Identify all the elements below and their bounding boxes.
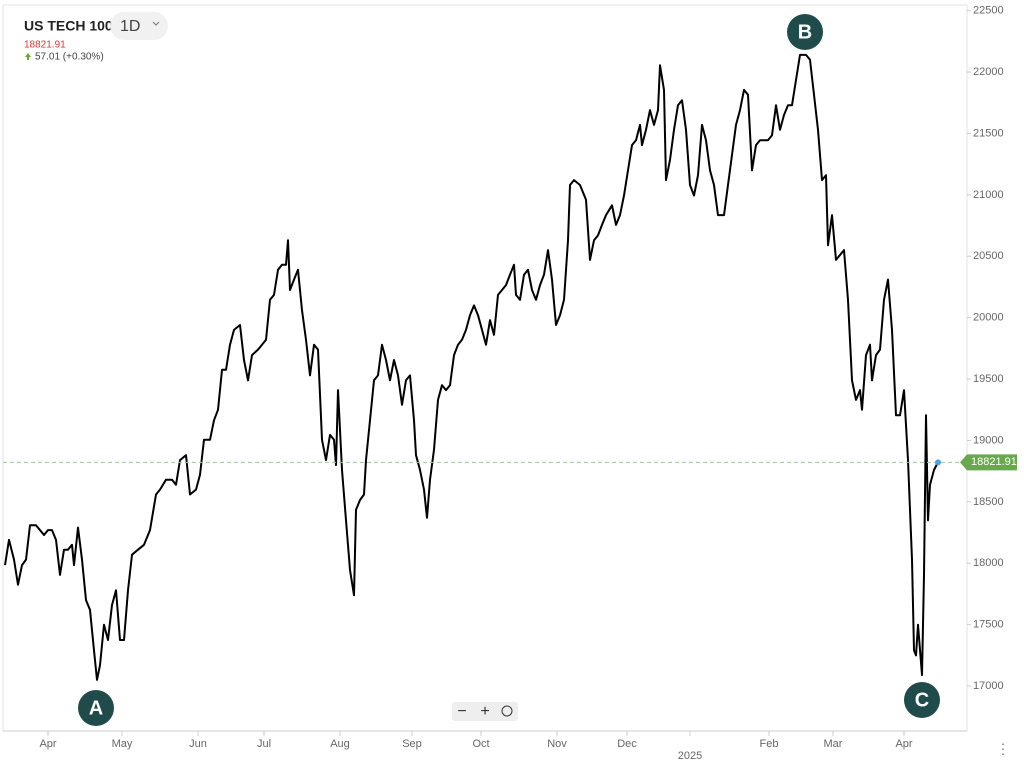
last-point (935, 459, 941, 466)
annotation-marker (904, 682, 940, 718)
zoom-bar (452, 702, 518, 721)
price-line (4, 53, 939, 681)
x-tick-label: 2025 (678, 750, 702, 762)
annotation-label: B (798, 21, 812, 43)
price-tag-label: 18821.91 (971, 456, 1017, 468)
y-tick-label: 20500 (973, 250, 1004, 262)
y-tick-label: 17500 (973, 619, 1004, 631)
x-tick-label: May (112, 738, 133, 750)
y-tick-label: 21500 (973, 127, 1004, 139)
x-tick-label: Oct (472, 738, 489, 750)
zoom-reset[interactable] (501, 705, 513, 717)
y-tick-label: 19500 (973, 373, 1004, 385)
x-tick-label: Jul (257, 738, 271, 750)
up-arrow (25, 53, 31, 60)
annotation-label: A (89, 697, 103, 719)
plot-area (2, 4, 968, 732)
last-price: 18821.91 (24, 40, 66, 51)
interval[interactable]: 1D (120, 18, 140, 35)
x-tick-label: Sep (402, 738, 422, 750)
x-tick-label: Dec (617, 738, 637, 750)
zoom-controls: − + (452, 702, 518, 721)
annotation-marker (787, 14, 823, 50)
y-tick-label: 20000 (973, 312, 1004, 324)
price-change: 57.01 (+0.30%) (35, 52, 104, 63)
x-tick-label: Aug (330, 738, 350, 750)
x-tick-label: Apr (39, 738, 56, 750)
chart-title: US TECH 100 (24, 18, 113, 34)
interval-selector[interactable] (110, 12, 168, 40)
price-tag (960, 454, 1017, 471)
y-tick-label: 19000 (973, 434, 1004, 446)
y-tick-label: 18000 (973, 557, 1004, 569)
x-tick-label: Apr (895, 738, 912, 750)
x-tick-label: Jun (189, 738, 207, 750)
x-tick-label: Mar (824, 738, 843, 750)
zoom-in[interactable]: + (480, 703, 489, 720)
y-tick-label: 17000 (973, 680, 1004, 692)
y-tick-label: 22000 (973, 66, 1004, 78)
y-tick-label: 18500 (973, 496, 1004, 508)
annotation-label: C (915, 689, 929, 711)
x-tick-label: Feb (760, 738, 779, 750)
x-tick-label: Nov (547, 738, 567, 750)
y-tick-label: 22500 (973, 5, 1004, 17)
y-tick-label: 21000 (973, 189, 1004, 201)
menu-icon[interactable]: ⋮ (996, 741, 1010, 757)
zoom-out[interactable]: − (457, 703, 466, 720)
dropdown-icon (152, 21, 160, 26)
annotation-marker (78, 690, 114, 726)
